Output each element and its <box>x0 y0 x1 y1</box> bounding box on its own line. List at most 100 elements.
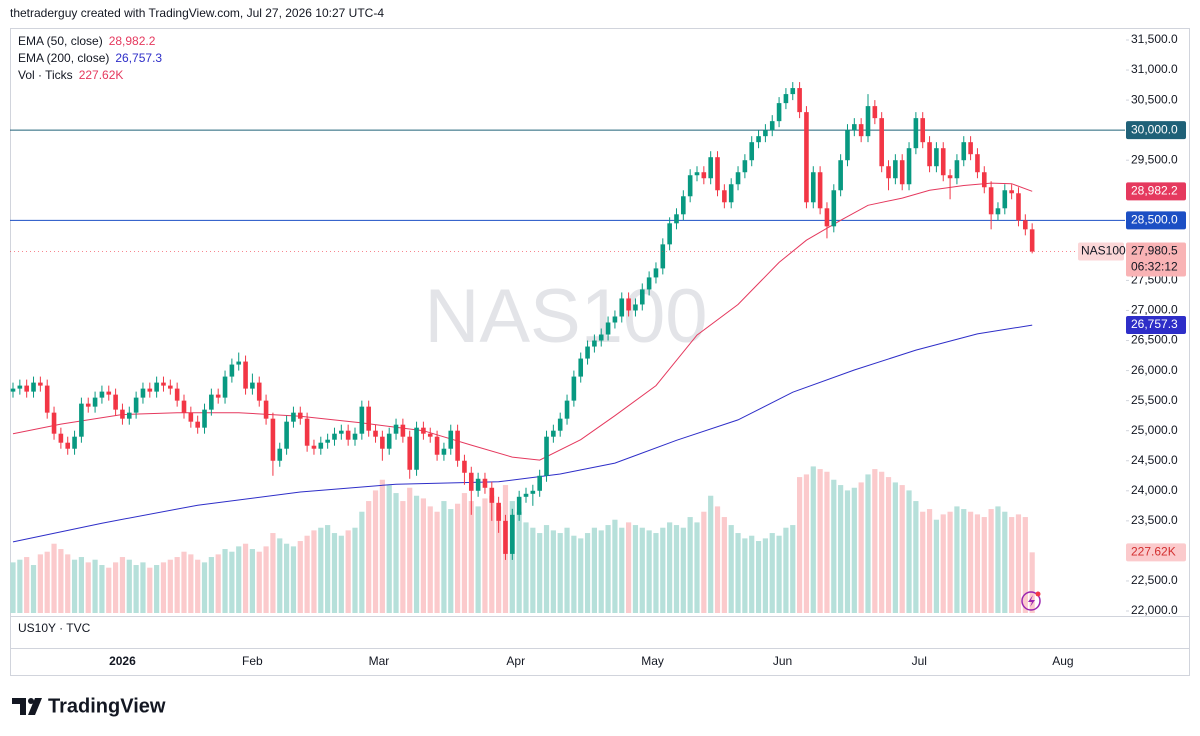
volume-bar <box>571 535 577 613</box>
candle-body <box>858 124 864 137</box>
candle-body <box>133 397 139 413</box>
volume-bar <box>605 525 611 613</box>
candle-body <box>516 496 522 515</box>
candle-body <box>215 394 221 398</box>
volume-bar <box>1022 517 1028 613</box>
volume-bar <box>489 495 495 613</box>
countdown: 06:32:12 <box>1131 260 1178 274</box>
volume-bar <box>714 506 721 613</box>
volume-bar <box>557 533 563 613</box>
candle-body <box>147 388 153 392</box>
candle-body <box>503 520 508 554</box>
candle-body <box>448 430 454 449</box>
volume-bar <box>386 485 392 613</box>
x-tick-label: 2026 <box>109 654 136 668</box>
y-tick-label: 24,000.0 <box>1131 483 1178 497</box>
hline-label-box <box>1126 121 1186 140</box>
volume-bar <box>516 511 522 613</box>
x-tick-label: Mar <box>369 654 390 668</box>
candle-body <box>831 190 837 227</box>
hline-label: 30,000.0 <box>1131 122 1178 136</box>
volume-bar <box>550 530 556 613</box>
volume-bar <box>201 562 208 613</box>
candle-body <box>633 304 638 311</box>
volume-bar <box>817 469 823 613</box>
volume-bar <box>995 506 1001 613</box>
y-tick-label: 26,500.0 <box>1131 333 1178 347</box>
volume-bar <box>865 474 871 613</box>
y-tick-label: 23,500.0 <box>1131 513 1178 527</box>
candle-body <box>585 346 590 359</box>
volume-bar <box>646 530 652 613</box>
volume-bar <box>892 482 898 613</box>
candle-body <box>496 502 501 521</box>
volume-bar <box>933 519 939 613</box>
candle-body <box>421 427 426 434</box>
volume-bar <box>290 546 297 613</box>
candle-body <box>434 436 440 455</box>
alert-dot <box>1035 591 1041 597</box>
x-tick-label: Jun <box>773 654 792 668</box>
volume-bar <box>407 487 413 613</box>
volume-bar <box>448 509 454 613</box>
volume-bar <box>468 501 474 613</box>
volume-bar <box>242 543 249 613</box>
volume-bar <box>160 562 167 613</box>
x-tick-label: Feb <box>242 654 263 668</box>
candle-body <box>639 289 645 305</box>
volume-bar <box>215 554 221 613</box>
candle-body <box>544 436 549 476</box>
volume-bar <box>639 527 645 613</box>
volume-bar <box>325 525 331 613</box>
volume-bar <box>708 495 714 613</box>
candle-body <box>653 268 659 278</box>
candle-body <box>954 160 960 179</box>
candle-body <box>810 172 816 203</box>
symbol-tag-box <box>1078 242 1124 261</box>
volume-bar <box>277 538 283 613</box>
y-tick-label: 25,000.0 <box>1131 423 1178 437</box>
logo-mark <box>28 698 34 704</box>
candle-body <box>571 376 577 401</box>
y-tick-label: 27,000.0 <box>1131 303 1178 317</box>
volume-bar <box>667 522 673 613</box>
candle-body <box>749 142 755 161</box>
volume-bar <box>974 514 981 613</box>
candle-body <box>722 190 727 203</box>
volume-bar <box>427 506 433 613</box>
candle-body <box>906 148 912 185</box>
volume-bar <box>318 527 324 613</box>
volume-bar <box>400 501 406 613</box>
volume-bar <box>626 522 632 613</box>
ema-line <box>12 324 1033 543</box>
candle-body <box>817 172 823 209</box>
logo-mark <box>12 698 26 715</box>
candle-body <box>598 334 604 341</box>
candle-body <box>174 388 180 401</box>
alert-icon <box>1021 591 1041 611</box>
volume-bar <box>482 498 488 613</box>
candle-body <box>386 433 392 449</box>
volume-bar <box>776 535 782 613</box>
candle-body <box>927 142 932 167</box>
x-tick-label: Aug <box>1052 654 1073 668</box>
volume-bar <box>920 511 926 613</box>
candle-body <box>99 391 105 398</box>
candle-body <box>236 361 242 365</box>
volume-bar <box>598 530 604 613</box>
volume-bar <box>270 533 276 613</box>
volume-bar <box>885 477 892 613</box>
candle-body <box>380 436 385 449</box>
candle-body <box>646 277 652 290</box>
volume-bar <box>687 517 693 613</box>
volume-bar <box>660 527 666 613</box>
candle-body <box>441 448 447 455</box>
candle-body <box>961 142 967 161</box>
candle-body <box>981 172 987 188</box>
x-tick-label: Apr <box>506 654 525 668</box>
legend-value: 227.62K <box>79 68 124 82</box>
candle-body <box>626 298 631 311</box>
logo-mark <box>28 698 42 715</box>
